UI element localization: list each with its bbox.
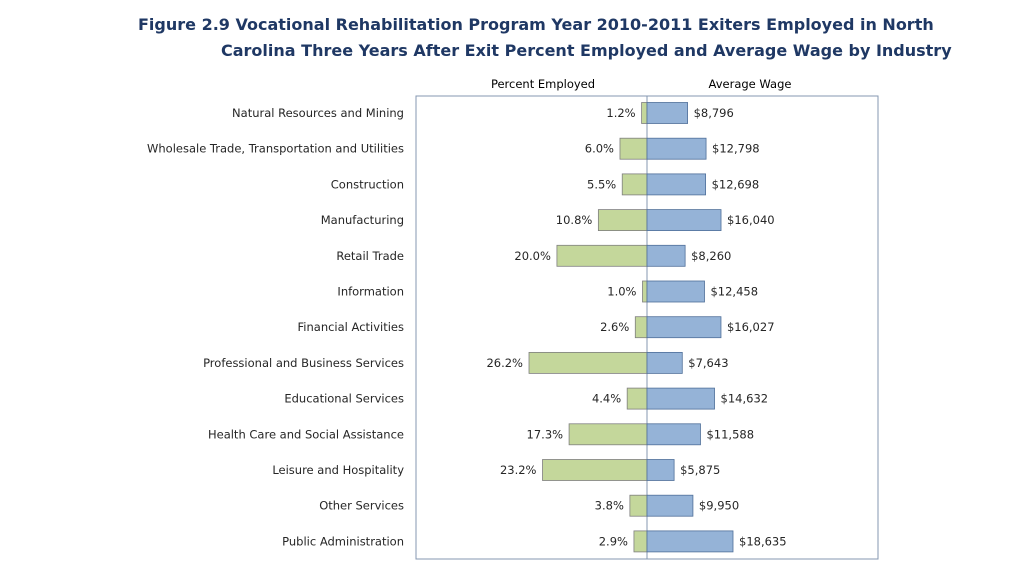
- average-wage-data-label: $9,950: [699, 499, 739, 513]
- average-wage-bar: [646, 173, 707, 196]
- category-label: Health Care and Social Assistance: [208, 427, 404, 441]
- chart-title-line-1: Figure 2.9 Vocational Rehabilitation Pro…: [138, 15, 934, 34]
- percent-employed-data-label: 6.0%: [585, 142, 614, 156]
- percent-employed-data-label: 23.2%: [500, 463, 537, 477]
- average-wage-data-label: $14,632: [721, 392, 769, 406]
- percent-employed-bar: [619, 137, 648, 160]
- percent-employed-bar: [556, 244, 648, 267]
- average-wage-data-label: $18,635: [739, 534, 787, 548]
- percent-employed-bar: [528, 351, 648, 374]
- chart-title-line-2: Carolina Three Years After Exit Percent …: [221, 41, 952, 60]
- average-wage-bar: [646, 423, 701, 446]
- average-wage-data-label: $5,875: [680, 463, 720, 477]
- average-wage-bar: [646, 494, 694, 517]
- percent-employed-bar: [568, 423, 648, 446]
- percent-employed-data-label: 20.0%: [514, 249, 551, 263]
- average-wage-data-label: $7,643: [688, 356, 728, 370]
- percent-employed-bar: [597, 209, 648, 232]
- average-wage-header: Average Wage: [709, 77, 792, 91]
- percent-employed-data-label: 1.2%: [606, 106, 635, 120]
- average-wage-bar: [646, 102, 688, 124]
- percent-employed-bar: [626, 387, 648, 410]
- chart-rows: Natural Resources and Mining 1.2% $8,796 Wh…: [147, 102, 787, 553]
- percent-employed-bar: [629, 494, 648, 517]
- category-label: Financial Activities: [298, 320, 404, 334]
- category-label: Natural Resources and Mining: [232, 106, 404, 120]
- percent-employed-data-label: 10.8%: [556, 213, 593, 227]
- average-wage-data-label: $11,588: [706, 427, 754, 441]
- average-wage-data-label: $12,798: [712, 142, 760, 156]
- category-label: Wholesale Trade, Transportation and Util…: [147, 142, 404, 156]
- average-wage-bar: [646, 459, 675, 481]
- category-label: Information: [337, 285, 404, 299]
- average-wage-data-label: $12,698: [712, 177, 760, 191]
- percent-employed-data-label: 5.5%: [587, 177, 616, 191]
- average-wage-data-label: $16,040: [727, 213, 775, 227]
- percent-employed-data-label: 2.6%: [600, 320, 629, 334]
- percent-employed-bar: [634, 316, 648, 339]
- percent-employed-data-label: 4.4%: [592, 392, 621, 406]
- category-label: Public Administration: [282, 534, 404, 548]
- percent-employed-data-label: 26.2%: [486, 356, 523, 370]
- average-wage-bar: [646, 280, 705, 303]
- category-label: Other Services: [319, 499, 404, 513]
- average-wage-data-label: $16,027: [727, 320, 775, 334]
- category-label: Manufacturing: [321, 213, 404, 227]
- average-wage-data-label: $8,796: [694, 106, 734, 120]
- category-label: Leisure and Hospitality: [272, 463, 404, 477]
- percent-employed-data-label: 3.8%: [595, 499, 624, 513]
- percent-employed-data-label: 1.0%: [607, 285, 636, 299]
- category-label: Educational Services: [284, 392, 404, 406]
- average-wage-bar: [646, 137, 707, 160]
- percent-employed-header: Percent Employed: [491, 77, 595, 91]
- category-label: Construction: [331, 177, 404, 191]
- category-label: Professional and Business Services: [203, 356, 404, 370]
- percent-employed-bar: [542, 459, 648, 481]
- percent-employed-bar: [641, 102, 648, 124]
- average-wage-data-label: $12,458: [710, 285, 758, 299]
- percent-employed-bar: [642, 280, 648, 303]
- average-wage-bar: [646, 530, 734, 553]
- percent-employed-data-label: 2.9%: [599, 534, 628, 548]
- average-wage-bar: [646, 351, 683, 374]
- category-label: Retail Trade: [336, 249, 404, 263]
- average-wage-bar: [646, 387, 715, 410]
- average-wage-data-label: $8,260: [691, 249, 731, 263]
- average-wage-bar: [646, 316, 722, 339]
- percent-employed-bar: [633, 530, 648, 553]
- percent-employed-bar: [621, 173, 648, 196]
- percent-employed-data-label: 17.3%: [527, 427, 564, 441]
- average-wage-bar: [646, 209, 722, 232]
- average-wage-bar: [646, 244, 686, 267]
